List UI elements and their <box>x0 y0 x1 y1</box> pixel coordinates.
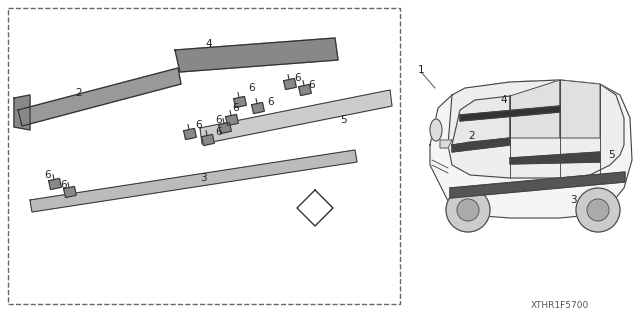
Text: 6: 6 <box>215 115 221 125</box>
Text: 5: 5 <box>340 115 347 125</box>
Polygon shape <box>510 80 560 138</box>
Circle shape <box>587 199 609 221</box>
Text: 2: 2 <box>75 88 82 98</box>
Polygon shape <box>49 178 61 189</box>
Polygon shape <box>175 38 338 72</box>
Polygon shape <box>18 68 181 126</box>
Text: 6: 6 <box>44 170 51 180</box>
Text: 6: 6 <box>215 127 221 137</box>
Polygon shape <box>510 152 600 164</box>
Polygon shape <box>252 102 264 114</box>
Polygon shape <box>452 138 510 152</box>
Circle shape <box>457 199 479 221</box>
Text: XTHR1F5700: XTHR1F5700 <box>531 300 589 309</box>
Text: 1: 1 <box>418 65 424 75</box>
Polygon shape <box>219 122 231 134</box>
Ellipse shape <box>430 119 442 141</box>
Polygon shape <box>202 134 214 145</box>
Polygon shape <box>440 140 452 148</box>
Circle shape <box>576 188 620 232</box>
Text: 6: 6 <box>308 80 315 90</box>
Text: 3: 3 <box>570 195 577 205</box>
Polygon shape <box>430 80 632 218</box>
Text: 6: 6 <box>267 97 274 107</box>
Text: 6: 6 <box>232 103 239 113</box>
Text: 5: 5 <box>608 150 614 160</box>
Polygon shape <box>284 78 296 90</box>
Polygon shape <box>448 80 624 178</box>
Text: 6: 6 <box>294 73 301 83</box>
Text: 4: 4 <box>205 39 212 49</box>
Text: 6: 6 <box>60 180 67 190</box>
Text: 3: 3 <box>200 173 207 183</box>
Polygon shape <box>452 96 510 145</box>
Polygon shape <box>184 129 196 139</box>
Text: 6: 6 <box>195 120 202 130</box>
Text: 6: 6 <box>248 83 255 93</box>
Text: 4: 4 <box>500 95 507 105</box>
Bar <box>8 8 400 304</box>
Circle shape <box>446 188 490 232</box>
Polygon shape <box>226 115 238 126</box>
Polygon shape <box>14 95 30 130</box>
Polygon shape <box>30 150 357 212</box>
Polygon shape <box>560 80 600 138</box>
Polygon shape <box>64 186 76 197</box>
Polygon shape <box>450 172 625 198</box>
Polygon shape <box>234 96 246 108</box>
Polygon shape <box>299 85 311 96</box>
Polygon shape <box>200 90 392 144</box>
Polygon shape <box>460 106 560 121</box>
Text: 2: 2 <box>468 131 475 141</box>
